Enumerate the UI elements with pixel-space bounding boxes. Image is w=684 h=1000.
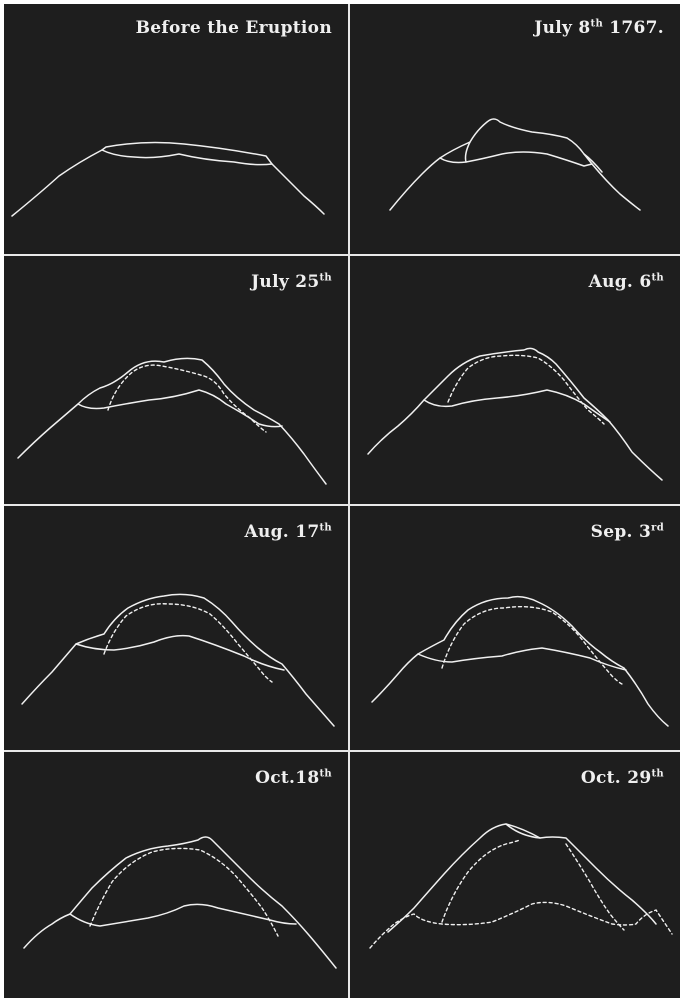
panel-oct-29: Oct. 29th [352,754,680,998]
panel-caption: Before the Eruption [135,18,332,38]
horizontal-divider [4,254,680,256]
panel-caption: July 8th 1767. [534,18,664,38]
volcano-outline [367,347,663,481]
panel-caption: Aug. 17th [244,522,332,542]
panel-aug-6: Aug. 6th [352,258,680,504]
panel-caption: July 25th [251,272,332,292]
panel-july-25: July 25th [4,258,348,504]
vertical-divider [348,4,350,998]
volcano-outline [21,593,335,727]
panel-aug-17: Aug. 17th [4,508,348,750]
panel-caption: Sep. 3rd [590,522,664,542]
panel-oct-18: Oct.18th [4,754,348,998]
horizontal-divider [4,504,680,506]
volcano-outline [369,823,673,949]
volcano-outline [371,595,669,727]
panel-caption: Oct. 29th [580,768,664,788]
volcano-outline [11,141,325,217]
panel-july-8: July 8th 1767. [352,4,680,254]
illustration-board: Before the Eruption July 8th 1767. July … [4,4,680,998]
volcano-outline [17,357,327,485]
panel-caption: Aug. 6th [588,272,664,292]
volcano-outline [389,118,641,211]
panel-sep-3: Sep. 3rd [352,508,680,750]
panel-caption: Oct.18th [255,768,332,788]
panel-before-eruption: Before the Eruption [4,4,348,254]
horizontal-divider [4,750,680,752]
volcano-outline [23,836,337,969]
